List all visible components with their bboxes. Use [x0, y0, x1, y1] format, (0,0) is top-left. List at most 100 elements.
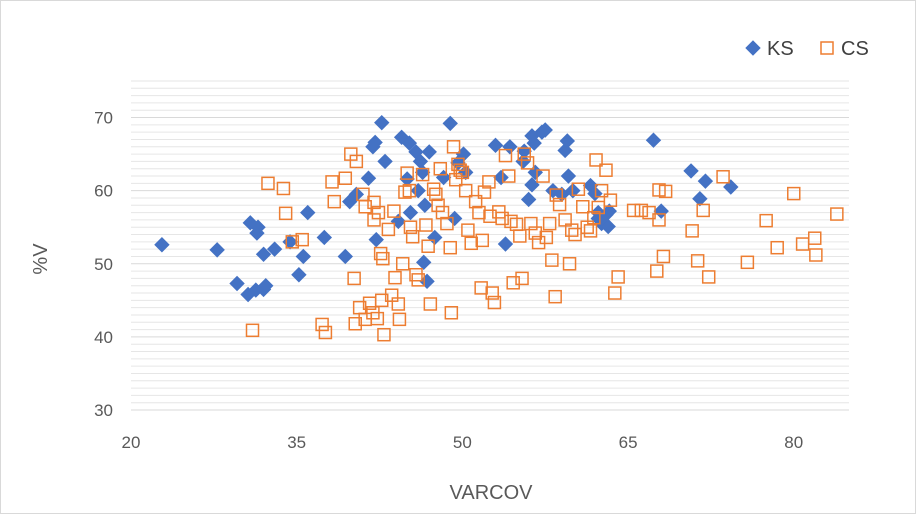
cs-point — [449, 172, 463, 187]
ks-point — [368, 231, 384, 248]
cs-point — [285, 235, 300, 249]
cs-point — [381, 222, 396, 237]
cs-point — [421, 239, 435, 253]
y-tick-label: 40 — [94, 328, 113, 347]
cs-point — [591, 200, 606, 215]
cs-point — [545, 253, 559, 267]
legend-cs-square-icon — [820, 41, 834, 55]
cs-point — [377, 327, 391, 342]
cs-point — [358, 200, 372, 214]
cs-point — [562, 257, 577, 271]
cs-point — [656, 249, 671, 264]
ks-point — [154, 237, 170, 253]
cs-point — [384, 288, 399, 302]
cs-point — [487, 295, 502, 310]
cs-point — [594, 183, 609, 198]
cs-point — [583, 224, 598, 238]
cs-point — [348, 316, 362, 331]
cs-point — [431, 198, 445, 213]
ks-point — [300, 204, 316, 221]
cs-point — [403, 220, 418, 234]
cs-point — [650, 264, 664, 278]
x-tick-label: 50 — [453, 433, 472, 452]
x-tick-label: 80 — [784, 433, 803, 452]
gridlines — [131, 80, 849, 411]
ks-point — [537, 122, 553, 138]
cs-point — [395, 257, 410, 271]
legend-ks-marker-shape — [745, 40, 761, 56]
cs-point — [634, 203, 649, 218]
ks-point — [435, 169, 452, 186]
cs-point — [387, 204, 401, 218]
cs-point — [539, 230, 554, 245]
ks-point — [590, 204, 606, 221]
cs-point — [685, 224, 699, 238]
ks-point — [502, 139, 518, 155]
x-tick-label: 65 — [619, 433, 638, 452]
cs-point — [626, 203, 641, 218]
cs-point — [589, 153, 603, 167]
ks-point — [410, 182, 426, 199]
cs-point — [325, 175, 339, 189]
cs-point — [795, 237, 810, 251]
ks-point — [360, 170, 377, 186]
cs-point — [759, 213, 773, 228]
cs-point — [409, 267, 423, 282]
cs-point — [278, 206, 293, 221]
cs-point — [564, 223, 579, 237]
cs-point — [444, 306, 459, 320]
cs-point — [347, 271, 361, 286]
cs-point — [376, 251, 390, 266]
cs-point — [468, 194, 483, 209]
cs-point — [392, 312, 407, 327]
ks-point — [653, 203, 669, 219]
cs-point — [374, 293, 389, 308]
cs-point — [652, 213, 666, 227]
cs-point — [515, 271, 529, 286]
x-tick-label: 20 — [122, 433, 141, 452]
cs-series — [245, 140, 844, 342]
ks-point — [337, 248, 354, 265]
ks-point — [250, 219, 266, 235]
cs-point — [419, 218, 433, 232]
ks-point — [258, 278, 274, 294]
cs-point — [809, 248, 823, 262]
ks-point — [600, 218, 616, 235]
cs-point — [371, 205, 386, 220]
cs-point — [261, 176, 275, 191]
ks-point — [229, 275, 245, 292]
cs-point — [475, 233, 490, 248]
cs-point — [696, 203, 710, 218]
cs-point — [373, 246, 388, 261]
cs-point — [498, 148, 513, 163]
cs-point — [513, 229, 527, 243]
ks-point — [402, 204, 419, 221]
ks-point — [266, 241, 283, 257]
cs-point — [542, 216, 557, 231]
cs-point — [446, 140, 461, 154]
cs-point — [453, 163, 467, 177]
ks-point — [560, 168, 577, 184]
cs-point — [276, 181, 291, 196]
cs-point — [528, 226, 543, 240]
cs-point — [740, 255, 755, 270]
cs-point — [576, 200, 590, 214]
legend-ks-label: KS — [767, 38, 794, 60]
legend: KS CS — [745, 38, 869, 60]
ks-point — [446, 210, 463, 227]
cs-point — [388, 270, 402, 285]
cs-point — [245, 323, 260, 338]
cs-point — [506, 276, 520, 290]
ks-point — [493, 169, 509, 186]
ks-point — [316, 229, 333, 246]
y-tick-label: 70 — [94, 109, 113, 128]
ks-point — [209, 242, 225, 258]
cs-point — [770, 240, 784, 255]
cs-point — [517, 147, 531, 161]
cs-point — [701, 270, 716, 284]
cs-point — [603, 193, 618, 207]
cs-point — [435, 205, 450, 220]
cs-point — [458, 183, 473, 198]
